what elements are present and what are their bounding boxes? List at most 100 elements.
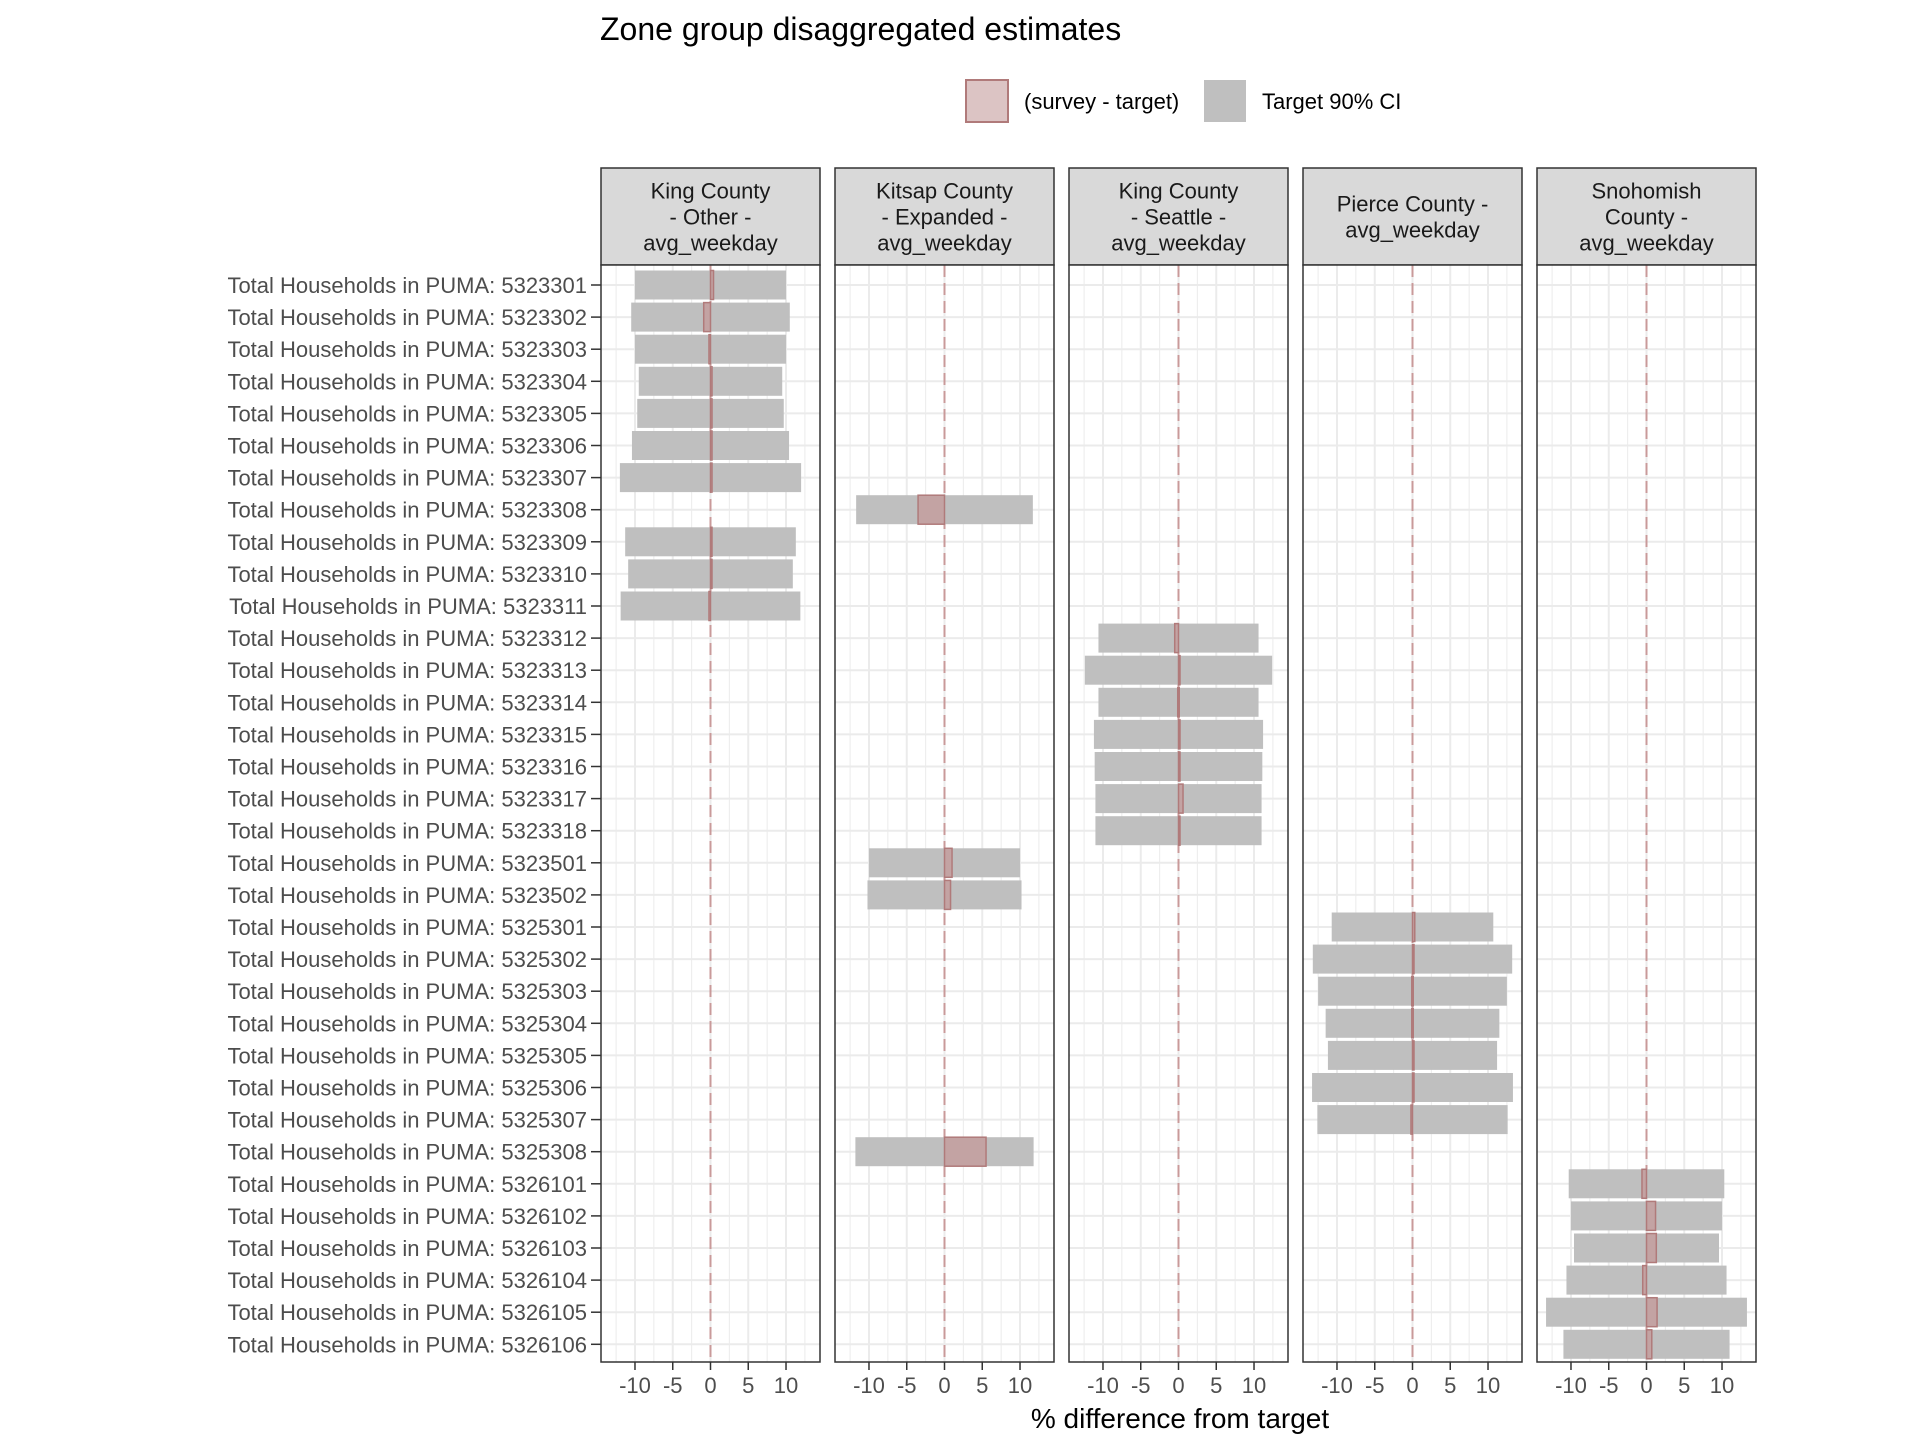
y-tick-label: Total Households in PUMA: 5323314 bbox=[227, 690, 587, 715]
x-tick-label: 0 bbox=[1172, 1373, 1184, 1398]
facet-strip-label: King County bbox=[651, 179, 771, 204]
diff-bar bbox=[1176, 687, 1180, 718]
y-tick-label: Total Households in PUMA: 5323313 bbox=[227, 658, 587, 683]
facet-strip bbox=[1068, 167, 1289, 266]
facet-strip bbox=[1302, 167, 1523, 266]
diff-bar bbox=[943, 847, 953, 879]
x-tick-label: -5 bbox=[1365, 1373, 1385, 1398]
y-tick-label: Total Households in PUMA: 5326103 bbox=[227, 1236, 587, 1261]
diff-bar bbox=[1641, 1264, 1648, 1296]
legend-key-survey-target bbox=[965, 79, 1009, 123]
diff-bar bbox=[1410, 1008, 1414, 1039]
x-tick-label: 0 bbox=[938, 1373, 950, 1398]
x-tick-label: 5 bbox=[1444, 1373, 1456, 1398]
facet-strip-label: County - bbox=[1605, 205, 1688, 230]
y-tick-label: Total Households in PUMA: 5323317 bbox=[227, 787, 587, 812]
facet-strip-label: Snohomish bbox=[1591, 179, 1701, 204]
y-tick-label: Total Households in PUMA: 5323305 bbox=[227, 401, 587, 426]
y-tick-label: Total Households in PUMA: 5323302 bbox=[227, 305, 587, 330]
facet-panel: Kitsap County- Expanded -avg_weekday -10-… bbox=[834, 167, 1055, 1398]
facet-strip-label: avg_weekday bbox=[1345, 218, 1480, 243]
facet-strip-label: avg_weekday bbox=[1579, 231, 1714, 256]
diff-bar bbox=[1177, 751, 1181, 782]
y-tick-label: Total Households in PUMA: 5323315 bbox=[227, 722, 587, 747]
y-tick-label: Total Households in PUMA: 5326102 bbox=[227, 1204, 587, 1229]
y-tick-label: Total Households in PUMA: 5323310 bbox=[227, 562, 587, 587]
y-tick-label: Total Households in PUMA: 5325302 bbox=[227, 947, 587, 972]
facet-strip-label: Pierce County - bbox=[1337, 192, 1489, 217]
facet-strip-label: King County bbox=[1119, 179, 1239, 204]
x-tick-label: 5 bbox=[976, 1373, 988, 1398]
facet-strip bbox=[834, 167, 1055, 266]
y-axis: Total Households in PUMA: 5323301 Total H… bbox=[227, 273, 601, 1357]
y-tick-label: Total Households in PUMA: 5326106 bbox=[227, 1332, 587, 1357]
x-tick-label: -10 bbox=[619, 1373, 651, 1398]
y-tick-label: Total Households in PUMA: 5323312 bbox=[227, 626, 587, 651]
diff-bar bbox=[1177, 719, 1181, 750]
x-tick-label: -10 bbox=[1321, 1373, 1353, 1398]
y-tick-label: Total Households in PUMA: 5325301 bbox=[227, 915, 587, 940]
x-tick-label: -10 bbox=[853, 1373, 885, 1398]
x-tick-label: 0 bbox=[1406, 1373, 1418, 1398]
diff-bar bbox=[1410, 1104, 1414, 1135]
y-tick-label: Total Households in PUMA: 5325303 bbox=[227, 979, 587, 1004]
facet-strip-label: Kitsap County bbox=[876, 179, 1013, 204]
x-tick-label: -5 bbox=[1131, 1373, 1151, 1398]
facet-strip bbox=[1536, 167, 1757, 266]
y-tick-label: Total Households in PUMA: 5326105 bbox=[227, 1300, 587, 1325]
diff-bar bbox=[1410, 975, 1414, 1007]
diff-bar bbox=[1411, 943, 1415, 975]
facet-strip-label: - Expanded - bbox=[882, 205, 1008, 230]
diff-bar bbox=[1645, 1296, 1658, 1328]
y-tick-label: Total Households in PUMA: 5323306 bbox=[227, 434, 587, 459]
diff-bar bbox=[709, 462, 713, 493]
diff-bar bbox=[1411, 1072, 1415, 1103]
y-tick-label: Total Households in PUMA: 5325306 bbox=[227, 1076, 587, 1101]
diff-bar bbox=[1645, 1200, 1657, 1232]
y-tick-label: Total Households in PUMA: 5323308 bbox=[227, 498, 587, 523]
facet-panels: King County- Other -avg_weekday-10 -5 0 5 10… bbox=[600, 167, 1757, 1398]
legend: (survey - target) Target 90% CI bbox=[965, 79, 1401, 123]
x-tick-label: -10 bbox=[1087, 1373, 1119, 1398]
facet-strip-label: - Seattle - bbox=[1131, 205, 1226, 230]
diff-bar bbox=[1411, 911, 1416, 943]
facet-strip-label: avg_weekday bbox=[1111, 231, 1246, 256]
y-tick-label: Total Households in PUMA: 5325304 bbox=[227, 1011, 587, 1036]
x-tick-label: -5 bbox=[663, 1373, 683, 1398]
x-tick-label: -5 bbox=[897, 1373, 917, 1398]
facet-panel: King County- Other -avg_weekday -10 -5 0 5 10 bbox=[600, 167, 821, 1398]
facet-strip-label: avg_weekday bbox=[643, 231, 778, 256]
y-tick-label: Total Households in PUMA: 5323502 bbox=[227, 883, 587, 908]
diff-bar bbox=[702, 301, 712, 333]
x-axis-label: % difference from target bbox=[1031, 1403, 1330, 1434]
x-tick-label: 10 bbox=[1476, 1373, 1500, 1398]
y-tick-label: Total Households in PUMA: 5323318 bbox=[227, 819, 587, 844]
diff-bar bbox=[1173, 622, 1180, 654]
facet-strip-label: - Other - bbox=[670, 205, 752, 230]
facet-panel: King County- Seattle -avg_weekday -10 -5 0 5… bbox=[1068, 167, 1289, 1398]
facet-strip-label: avg_weekday bbox=[877, 231, 1012, 256]
diff-bar bbox=[917, 494, 946, 525]
diff-bar bbox=[1645, 1329, 1653, 1360]
facet-panel: Pierce County -avg_weekday -10 -5 0 5 10 bbox=[1302, 167, 1523, 1398]
diff-bar bbox=[709, 398, 713, 429]
x-tick-label: 0 bbox=[1640, 1373, 1652, 1398]
diff-bar bbox=[1645, 1232, 1658, 1264]
x-tick-label: 10 bbox=[1242, 1373, 1266, 1398]
y-tick-label: Total Households in PUMA: 5323307 bbox=[227, 466, 587, 491]
diff-bar bbox=[709, 526, 713, 558]
diff-bar bbox=[1177, 654, 1181, 686]
y-tick-label: Total Households in PUMA: 5323304 bbox=[227, 369, 587, 394]
diff-bar bbox=[709, 558, 713, 590]
x-tick-label: 5 bbox=[742, 1373, 754, 1398]
y-tick-label: Total Households in PUMA: 5325307 bbox=[227, 1108, 587, 1133]
diff-bar bbox=[1641, 1168, 1648, 1200]
y-tick-label: Total Households in PUMA: 5326101 bbox=[227, 1172, 587, 1197]
chart-title: Zone group disaggregated estimates bbox=[600, 11, 1121, 47]
y-tick-label: Total Households in PUMA: 5323303 bbox=[227, 337, 587, 362]
diff-bar bbox=[1411, 1040, 1415, 1071]
diff-bar bbox=[943, 879, 952, 911]
x-tick-label: 10 bbox=[1710, 1373, 1734, 1398]
